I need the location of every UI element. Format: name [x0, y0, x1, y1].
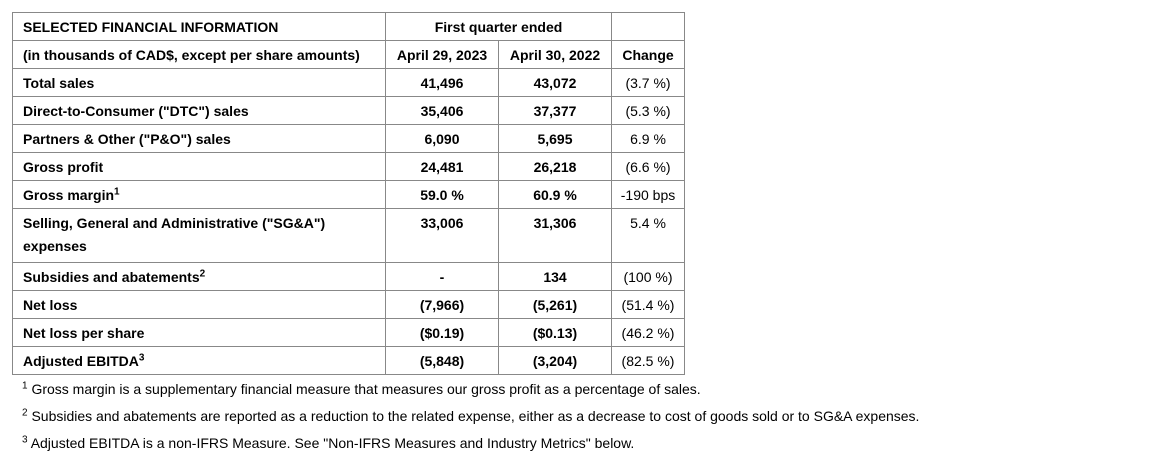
row-label-cell: Subsidies and abatements2	[12, 262, 386, 291]
footnote-text: Adjusted EBITDA is a non-IFRS Measure. S…	[30, 435, 635, 451]
value-cell: 43,072	[498, 68, 612, 97]
value-cell: 26,218	[498, 152, 612, 181]
data-row: Adjusted EBITDA3 (5,848) (3,204) (82.5 %)	[12, 346, 685, 375]
row-label: Net loss	[23, 296, 78, 313]
value-cell: 134	[498, 262, 612, 291]
table-body: SELECTED FINANCIAL INFORMATION First qua…	[12, 12, 685, 375]
row-label: Total sales	[23, 74, 95, 91]
header-row: SELECTED FINANCIAL INFORMATION First qua…	[12, 12, 685, 41]
row-label: Net loss per share	[23, 324, 145, 341]
data-row: Total sales 41,496 43,072 (3.7 %)	[12, 68, 685, 97]
row-label-cell: Partners & Other ("P&O") sales	[12, 124, 386, 153]
row-label: Gross profit	[23, 158, 104, 175]
data-row: Net loss per share ($0.19) ($0.13) (46.2 %)	[12, 318, 685, 347]
value-cell: 60.9 %	[498, 180, 612, 209]
financial-table: SELECTED FINANCIAL INFORMATION First qua…	[12, 12, 685, 375]
value-cell: ($0.13)	[498, 318, 612, 347]
change-cell: (51.4 %)	[611, 290, 685, 319]
row-label: Direct-to-Consumer ("DTC") sales	[23, 102, 249, 119]
value-cell: (5,848)	[385, 346, 499, 375]
table-title: SELECTED FINANCIAL INFORMATION	[12, 12, 386, 41]
row-label-cell: Adjusted EBITDA3	[12, 346, 386, 375]
value-cell: (3,204)	[498, 346, 612, 375]
change-cell: (5.3 %)	[611, 96, 685, 125]
change-cell: (82.5 %)	[611, 346, 685, 375]
data-row: Direct-to-Consumer ("DTC") sales 35,406 37…	[12, 96, 685, 125]
change-cell: (46.2 %)	[611, 318, 685, 347]
column-header: Change	[611, 40, 685, 69]
footnote: 1 Gross margin is a supplementary financ…	[22, 376, 919, 403]
data-row: Partners & Other ("P&O") sales 6,090 5,695…	[12, 124, 685, 153]
footnote-marker: 3	[138, 351, 145, 363]
change-cell: (3.7 %)	[611, 68, 685, 97]
change-cell: 6.9 %	[611, 124, 685, 153]
value-cell: -	[385, 262, 499, 291]
row-label-cell: Net loss	[12, 290, 386, 319]
row-label: Selling, General and Administrative ("SG…	[23, 215, 326, 254]
row-label-cell: Gross profit	[12, 152, 386, 181]
row-label: Subsidies and abatements	[23, 268, 200, 285]
row-label: Gross margin	[23, 186, 115, 203]
footnote-text: Subsidies and abatements are reported as…	[31, 408, 920, 424]
column-header: April 30, 2022	[498, 40, 612, 69]
value-cell: 6,090	[385, 124, 499, 153]
footnote-text: Gross margin is a supplementary financia…	[31, 381, 701, 397]
period-header: First quarter ended	[385, 12, 612, 41]
empty-cell	[611, 12, 685, 41]
footnote-marker: 1	[22, 380, 28, 392]
value-cell: 33,006	[385, 208, 499, 263]
data-row: Selling, General and Administrative ("SG…	[12, 208, 685, 263]
row-label-cell: Gross margin1	[12, 180, 386, 209]
footnote-marker: 1	[114, 185, 120, 197]
table-subtitle: (in thousands of CAD$, except per share …	[12, 40, 386, 69]
change-cell: (100 %)	[611, 262, 685, 291]
data-row: Gross profit 24,481 26,218 (6.6 %)	[12, 152, 685, 181]
row-label-cell: Direct-to-Consumer ("DTC") sales	[12, 96, 386, 125]
value-cell: (7,966)	[385, 290, 499, 319]
value-cell: 37,377	[498, 96, 612, 125]
change-cell: 5.4 %	[611, 208, 685, 263]
header-row: (in thousands of CAD$, except per share …	[12, 40, 685, 69]
value-cell: (5,261)	[498, 290, 612, 319]
footnote: 3 Adjusted EBITDA is a non-IFRS Measure.…	[22, 430, 919, 457]
value-cell: 35,406	[385, 96, 499, 125]
data-row: Subsidies and abatements2-134 (100 %)	[12, 262, 685, 291]
footnotes: 1 Gross margin is a supplementary financ…	[22, 376, 919, 457]
value-cell: 24,481	[385, 152, 499, 181]
value-cell: 41,496	[385, 68, 499, 97]
value-cell: 31,306	[498, 208, 612, 263]
footnote-marker: 3	[22, 434, 28, 446]
value-cell: ($0.19)	[385, 318, 499, 347]
footnote: 2 Subsidies and abatements are reported …	[22, 403, 919, 430]
value-cell: 59.0 %	[385, 180, 499, 209]
data-row: Gross margin1 59.0 % 60.9 % -190 bps	[12, 180, 685, 209]
change-cell: (6.6 %)	[611, 152, 685, 181]
value-cell: 5,695	[498, 124, 612, 153]
row-label-cell: Net loss per share	[12, 318, 386, 347]
footnote-marker: 2	[22, 407, 28, 419]
footnote-marker: 2	[199, 267, 206, 279]
row-label-cell: Total sales	[12, 68, 386, 97]
change-cell: -190 bps	[611, 180, 685, 209]
column-header: April 29, 2023	[385, 40, 499, 69]
row-label: Partners & Other ("P&O") sales	[23, 130, 231, 147]
row-label-cell: Selling, General and Administrative ("SG…	[12, 208, 386, 263]
data-row: Net loss (7,966) (5,261) (51.4 %)	[12, 290, 685, 319]
row-label: Adjusted EBITDA	[23, 352, 139, 369]
